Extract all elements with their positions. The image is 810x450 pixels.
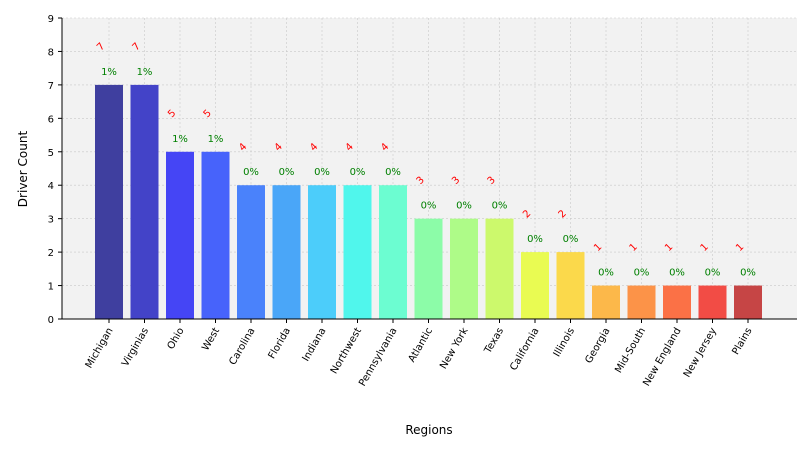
x-tick-label: Atlantic xyxy=(407,326,436,364)
y-tick-label: 1 xyxy=(48,282,54,293)
bar xyxy=(95,84,123,319)
percent-label: 0% xyxy=(527,234,543,245)
bar xyxy=(734,285,762,319)
bar xyxy=(698,285,727,319)
y-axis-title: Driver Count xyxy=(16,131,30,208)
percent-label: 1% xyxy=(137,67,153,78)
bar xyxy=(308,185,336,319)
bar xyxy=(521,252,549,319)
x-tick-label: New York xyxy=(438,326,471,371)
percent-label: 0% xyxy=(705,268,721,279)
x-tick-label: Illinois xyxy=(552,326,577,359)
percent-label: 1% xyxy=(172,134,188,145)
x-tick-label: Mid-South xyxy=(613,326,648,375)
y-tick-label: 9 xyxy=(48,14,54,25)
x-tick-label: New England xyxy=(641,326,683,388)
x-tick-label: Georgia xyxy=(583,326,612,365)
x-tick-label: Carolina xyxy=(227,326,257,367)
bar xyxy=(272,185,301,319)
bar xyxy=(485,218,514,319)
x-tick-label: New Jersey xyxy=(682,326,719,380)
percent-label: 0% xyxy=(421,201,437,212)
y-tick-label: 0 xyxy=(48,315,54,326)
x-tick-label: Ohio xyxy=(166,326,187,352)
percent-label: 0% xyxy=(563,234,579,245)
percent-label: 0% xyxy=(634,268,650,279)
bar xyxy=(166,151,194,319)
x-tick-label: West xyxy=(200,326,222,353)
x-tick-label: Plains xyxy=(730,326,754,357)
percent-label: 0% xyxy=(350,167,366,178)
bar xyxy=(201,151,230,319)
bar xyxy=(627,285,656,319)
bar xyxy=(450,218,478,319)
percent-label: 0% xyxy=(669,268,685,279)
x-tick-label: Michigan xyxy=(84,326,116,370)
y-tick-label: 3 xyxy=(48,215,54,226)
bar xyxy=(130,84,159,319)
x-tick-label: Northwest xyxy=(329,326,364,376)
percent-label: 0% xyxy=(243,167,259,178)
bars xyxy=(95,84,762,319)
bar xyxy=(592,285,620,319)
axes xyxy=(61,18,797,320)
bar xyxy=(343,185,372,319)
percent-label: 1% xyxy=(208,134,224,145)
y-tick-label: 5 xyxy=(48,148,54,159)
percent-label: 0% xyxy=(385,167,401,178)
bar xyxy=(556,252,585,319)
x-axis-title: Regions xyxy=(405,423,452,437)
y-tick-label: 8 xyxy=(48,47,54,58)
x-tick-label: Virginias xyxy=(120,326,151,369)
percent-label: 1% xyxy=(101,67,117,78)
x-ticks: Michigan Virginias Ohio West Carolina Florida… xyxy=(84,319,755,388)
y-tick-label: 7 xyxy=(48,81,54,92)
y-tick-label: 6 xyxy=(48,114,54,125)
x-tick-label: Texas xyxy=(482,326,506,356)
percent-label: 0% xyxy=(598,268,614,279)
percent-label: 0% xyxy=(314,167,330,178)
percent-label: 0% xyxy=(492,201,508,212)
x-tick-label: Florida xyxy=(267,326,294,361)
y-ticks: 0 1 2 3 4 5 6 7 8 9 xyxy=(48,14,62,326)
bar xyxy=(379,185,407,319)
bar xyxy=(663,285,691,319)
x-tick-label: Indiana xyxy=(301,326,329,364)
percent-label: 0% xyxy=(740,268,756,279)
percent-label: 0% xyxy=(279,167,295,178)
y-tick-label: 2 xyxy=(48,248,54,259)
y-tick-label: 4 xyxy=(48,181,54,192)
bar xyxy=(414,218,443,319)
x-tick-label: California xyxy=(508,326,541,373)
bar xyxy=(237,185,265,319)
x-tick-label: Pennsylvania xyxy=(357,326,399,388)
percent-label: 0% xyxy=(456,201,472,212)
